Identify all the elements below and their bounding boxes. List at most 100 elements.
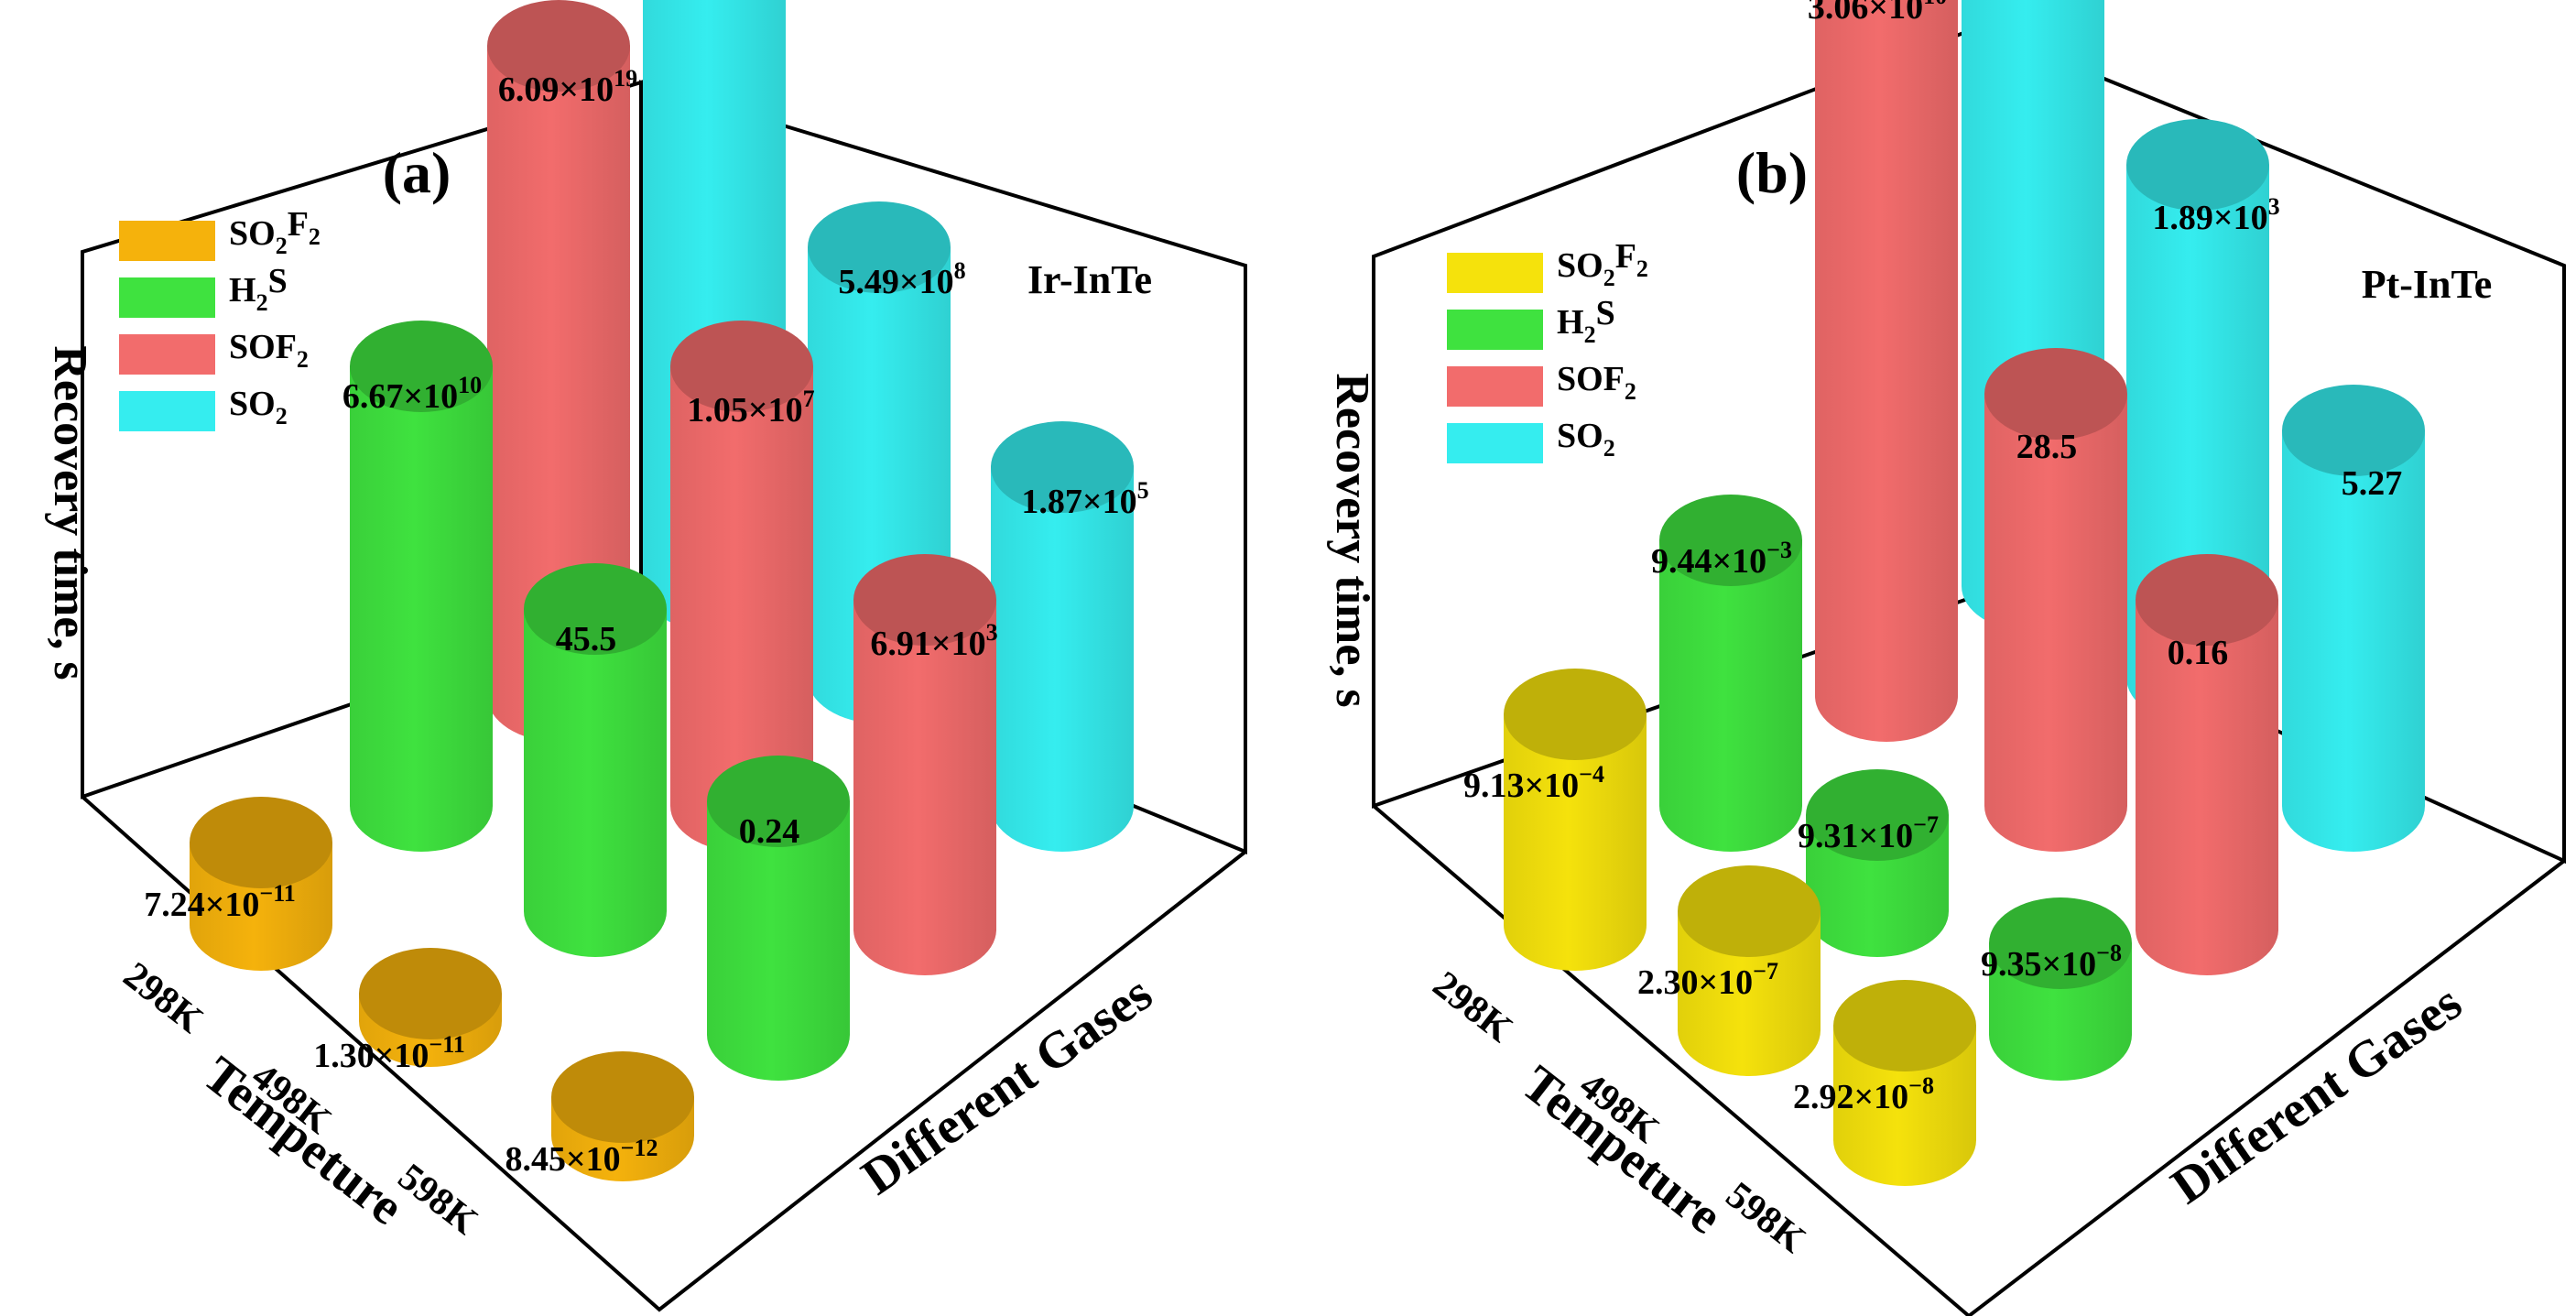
bars: 3.38×10131.89×1035.273.06×101028.50.169.… <box>1463 0 2425 1186</box>
bar-value-exponent: 10 <box>1923 0 1947 9</box>
bar-value-mantissa: 2.30×10 <box>1637 963 1753 1002</box>
bar-body <box>1659 540 1802 852</box>
bar <box>1504 669 1647 971</box>
bar <box>350 321 493 852</box>
bar <box>707 756 850 1081</box>
bar <box>190 797 332 971</box>
bar-value-mantissa: 1.30×10 <box>313 1037 429 1075</box>
bar-value-mantissa: 2.92×10 <box>1793 1078 1908 1116</box>
bar-value-exponent: 19 <box>614 65 637 92</box>
bar-top <box>190 797 332 888</box>
bar-value-mantissa: 3.06×10 <box>1808 0 1923 27</box>
legend: SO2​F2​H2​S SOF2​ SO2​ <box>119 205 321 431</box>
bar-value-exponent: −4 <box>1579 761 1604 788</box>
bar-body <box>524 609 667 957</box>
bar-value-exponent: 7 <box>803 386 815 412</box>
legend-label-sof2: SOF2​ <box>1557 360 1636 405</box>
bar-value-exponent: −12 <box>621 1135 658 1161</box>
bar-top <box>1504 669 1647 760</box>
legend-label-so2f2: SO2​F2​ <box>1557 237 1648 291</box>
chart-panel-a: SO2​F2​H2​S SOF2​ SO2​ (a) Ir-InTe Recovery t… <box>44 0 1247 1312</box>
bar-value-exponent: −11 <box>259 880 295 907</box>
bar-value-label: 8.45×10−12 <box>505 1135 658 1179</box>
bar <box>2282 385 2425 852</box>
bar-value-exponent: 3 <box>986 619 998 646</box>
bar-body <box>1504 714 1647 971</box>
bar-value-label: 6.91×103 <box>870 619 997 663</box>
bar-body <box>1815 0 1958 742</box>
legend-text-part: 2 <box>1603 265 1615 291</box>
bar-value-label: 0.16 <box>2168 634 2229 672</box>
legend-text-part: 2 <box>256 289 268 316</box>
legend-text-part: F <box>288 205 309 244</box>
bar-top <box>1984 348 2127 440</box>
legend-label-h2s: H2​S <box>1557 294 1615 348</box>
bar-value-mantissa: 7.24×10 <box>144 886 259 924</box>
bar-body <box>991 467 1134 852</box>
bar-value-mantissa: 9.35×10 <box>1981 945 2096 984</box>
bar-body <box>853 600 996 975</box>
legend-swatch-so2 <box>119 391 215 431</box>
bar-top <box>350 321 493 412</box>
bar <box>359 948 502 1067</box>
bar-top <box>670 321 813 412</box>
bar <box>1659 495 1802 852</box>
legend-swatch-h2s <box>1447 310 1543 350</box>
bar-top <box>524 563 667 655</box>
bar-body <box>1833 1026 1976 1186</box>
legend-text-part: S <box>1596 294 1615 332</box>
bar <box>1833 980 1976 1186</box>
bar-value-mantissa: 1.87×10 <box>1021 483 1136 521</box>
bar-top <box>2282 385 2425 476</box>
bar-top <box>707 756 850 847</box>
bar-top <box>1833 980 1976 1071</box>
legend-text-part: 2 <box>297 346 309 373</box>
legend-text-part: 2 <box>1584 321 1596 348</box>
bar-value-exponent: −8 <box>1908 1072 1934 1099</box>
bar-value-exponent: −8 <box>2096 940 2122 966</box>
bar <box>1984 348 2127 852</box>
bar-top <box>487 0 630 92</box>
legend-text-part: SOF <box>1557 360 1625 398</box>
bar <box>1989 897 2132 1081</box>
bar-value-mantissa: 9.44×10 <box>1651 542 1766 581</box>
bar-top <box>1989 897 2132 989</box>
chart-panel-b: SO2​F2​H2​S SOF2​ SO2​ (b) Pt-InTe Recovery t… <box>1326 0 2566 1316</box>
bar-value-mantissa: 9.31×10 <box>1798 817 1913 855</box>
legend: SO2​F2​H2​S SOF2​ SO2​ <box>1447 237 1648 463</box>
legend-label-so2f2: SO2​F2​ <box>229 205 321 259</box>
legend-text-part: H <box>1557 303 1584 342</box>
legend-text-part: SO <box>229 214 276 253</box>
bar-value-label: 45.5 <box>556 620 617 658</box>
x-tick-label: 298K <box>1425 963 1520 1050</box>
bar <box>1678 865 1821 1076</box>
bar-top <box>853 554 996 646</box>
legend-swatch-sof2 <box>1447 366 1543 407</box>
bar <box>524 563 667 957</box>
bar-value-label: 6.67×1010 <box>342 372 482 416</box>
y-axis-title: Recovery time, s <box>44 345 96 680</box>
bar <box>991 421 1134 852</box>
legend-text-part: 2 <box>1636 256 1648 282</box>
bar-value-label: 1.05×107 <box>687 386 814 430</box>
bar-value-mantissa: 28.5 <box>2016 428 2078 466</box>
bar-top <box>808 201 951 293</box>
bar <box>2136 554 2278 975</box>
bar-value-label: 2.92×10−8 <box>1793 1072 1934 1116</box>
bar <box>670 321 813 852</box>
legend-label-sof2: SOF2​ <box>229 328 309 373</box>
bar-value-label: 9.13×10−4 <box>1463 761 1604 805</box>
legend-text-part: 2 <box>1603 435 1615 462</box>
bar-value-exponent: −7 <box>1753 958 1778 984</box>
panel-label: (a) <box>383 140 451 205</box>
legend-swatch-sof2 <box>119 334 215 375</box>
bars: 4.56×10225.49×1081.87×1056.09×10191.05×1… <box>144 0 1149 1181</box>
legend-text-part: H <box>229 271 256 310</box>
bar-top <box>991 421 1134 513</box>
bar-value-mantissa: 1.05×10 <box>687 391 802 430</box>
legend-text-part: S <box>268 262 288 300</box>
bar-body <box>2282 430 2425 852</box>
legend-label-so2: SO2​ <box>1557 417 1615 462</box>
legend-swatch-h2s <box>119 277 215 318</box>
